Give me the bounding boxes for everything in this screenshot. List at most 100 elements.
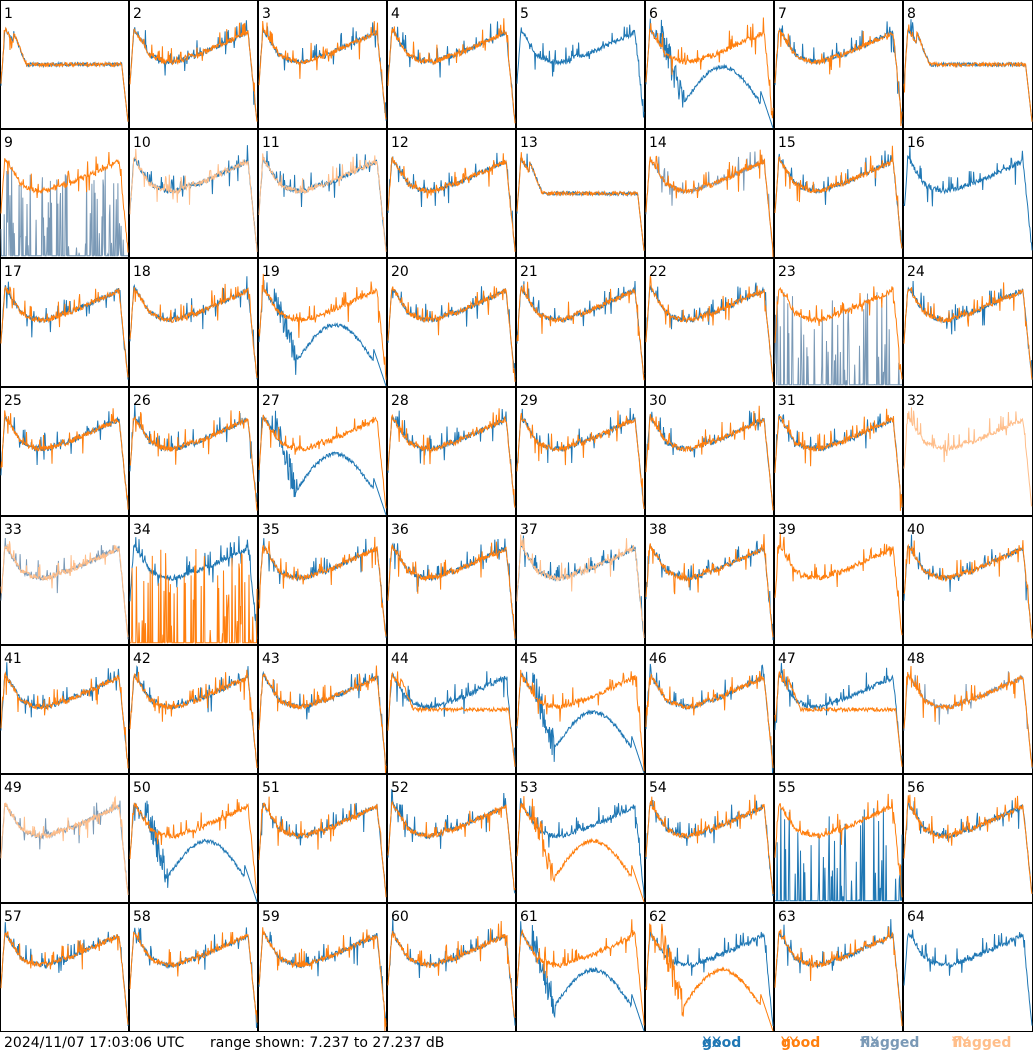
series-yy-33 <box>0 541 129 638</box>
series-yy-21 <box>516 281 645 381</box>
series-xx-53 <box>516 798 645 898</box>
series-xx-38 <box>645 540 774 641</box>
panel-label: 44 <box>391 651 409 667</box>
panel-label: 56 <box>907 780 925 796</box>
series-xx-50 <box>129 800 258 903</box>
panel-19: 19 <box>258 258 387 387</box>
panel-label: 35 <box>262 522 280 538</box>
panel-32: 32 <box>903 387 1033 516</box>
panel-frame <box>645 774 774 903</box>
panel-61: 61 <box>516 903 645 1032</box>
panel-frame <box>258 129 387 258</box>
panel-4: 4 <box>387 0 516 129</box>
series-yy-3 <box>258 20 387 120</box>
panel-10: 10 <box>129 129 258 258</box>
panel-44: 44 <box>387 645 516 774</box>
panel-50: 50 <box>129 774 258 903</box>
series-xx-23 <box>774 292 902 386</box>
series-yy-4 <box>387 18 516 124</box>
panel-6: 6 <box>645 0 774 129</box>
series-yy-30 <box>645 405 774 511</box>
series-xx-31 <box>774 413 903 508</box>
series-yy-26 <box>129 410 258 511</box>
series-yy-18 <box>129 283 258 379</box>
series-yy-31 <box>774 408 903 511</box>
series-xx-60 <box>387 917 516 1026</box>
series-yy-46 <box>645 670 774 769</box>
panel-12: 12 <box>387 129 516 258</box>
panel-label: 58 <box>133 909 151 925</box>
series-xx-44 <box>387 671 516 767</box>
panel-64: 64 <box>903 903 1033 1032</box>
panel-14: 14 <box>645 129 774 258</box>
panel-frame <box>0 903 129 1032</box>
panel-label: 26 <box>133 393 151 409</box>
panel-1: 1 <box>0 0 129 129</box>
panel-frame <box>516 0 645 129</box>
series-yy-15 <box>774 145 903 249</box>
panel-frame <box>129 645 258 774</box>
panel-8: 8 <box>903 0 1033 129</box>
series-yy-60 <box>387 920 516 1019</box>
panel-label: 52 <box>391 780 409 796</box>
series-xx-40 <box>903 534 1033 639</box>
series-xx-1 <box>0 26 129 122</box>
panel-23: 23 <box>774 258 903 387</box>
panel-22: 22 <box>645 258 774 387</box>
range-label: range shown: 7.237 to 27.237 dB <box>210 1035 445 1051</box>
panel-label: 4 <box>391 6 400 22</box>
panel-label: 30 <box>649 393 667 409</box>
panel-51: 51 <box>258 774 387 903</box>
series-xx-7 <box>774 21 903 124</box>
series-yy-12 <box>387 153 516 252</box>
panel-53: 53 <box>516 774 645 903</box>
panel-18: 18 <box>129 258 258 387</box>
panel-label: 41 <box>4 651 22 667</box>
series-xx-19 <box>258 280 387 387</box>
panel-label: 61 <box>520 909 538 925</box>
panel-7: 7 <box>774 0 903 129</box>
series-yy-58 <box>129 931 258 1023</box>
series-yy-42 <box>129 669 258 769</box>
panel-48: 48 <box>903 645 1033 774</box>
panel-label: 17 <box>4 264 22 280</box>
panel-36: 36 <box>387 516 516 645</box>
panel-55: 55 <box>774 774 903 903</box>
panel-60: 60 <box>387 903 516 1032</box>
series-yy-39 <box>774 533 903 636</box>
series-yy-10 <box>129 148 258 252</box>
series-yy-22 <box>645 275 774 382</box>
series-yy-51 <box>258 796 387 898</box>
panel-frame <box>258 258 387 387</box>
panel-label: 40 <box>907 522 925 538</box>
panel-frame <box>0 0 129 129</box>
panel-35: 35 <box>258 516 387 645</box>
panel-frame <box>387 129 516 258</box>
panel-frame <box>0 258 129 387</box>
panel-label: 54 <box>649 780 667 796</box>
series-yy-25 <box>0 408 129 510</box>
panel-frame <box>774 129 903 258</box>
panel-label: 12 <box>391 135 409 151</box>
series-xx-61 <box>516 921 645 1032</box>
panel-label: 10 <box>133 135 151 151</box>
panel-frame <box>0 645 129 774</box>
panel-21: 21 <box>516 258 645 387</box>
panel-frame <box>645 516 774 645</box>
series-xx-45 <box>516 671 645 774</box>
panel-frame <box>387 387 516 516</box>
panel-45: 45 <box>516 645 645 774</box>
panel-label: 15 <box>778 135 796 151</box>
panel-frame <box>516 903 645 1032</box>
series-yy-54 <box>645 794 774 895</box>
series-xx-48 <box>903 671 1033 769</box>
series-xx-33 <box>0 537 129 640</box>
timestamp-label: 2024/11/07 17:03:06 UTC <box>4 1035 185 1051</box>
panel-frame <box>774 516 903 645</box>
series-xx-56 <box>903 800 1033 895</box>
panel-frame <box>0 516 129 645</box>
legend-good-xx-pol: XX <box>702 1035 722 1051</box>
panel-label: 14 <box>649 135 667 151</box>
panel-11: 11 <box>258 129 387 258</box>
series-yy-53 <box>516 796 645 903</box>
